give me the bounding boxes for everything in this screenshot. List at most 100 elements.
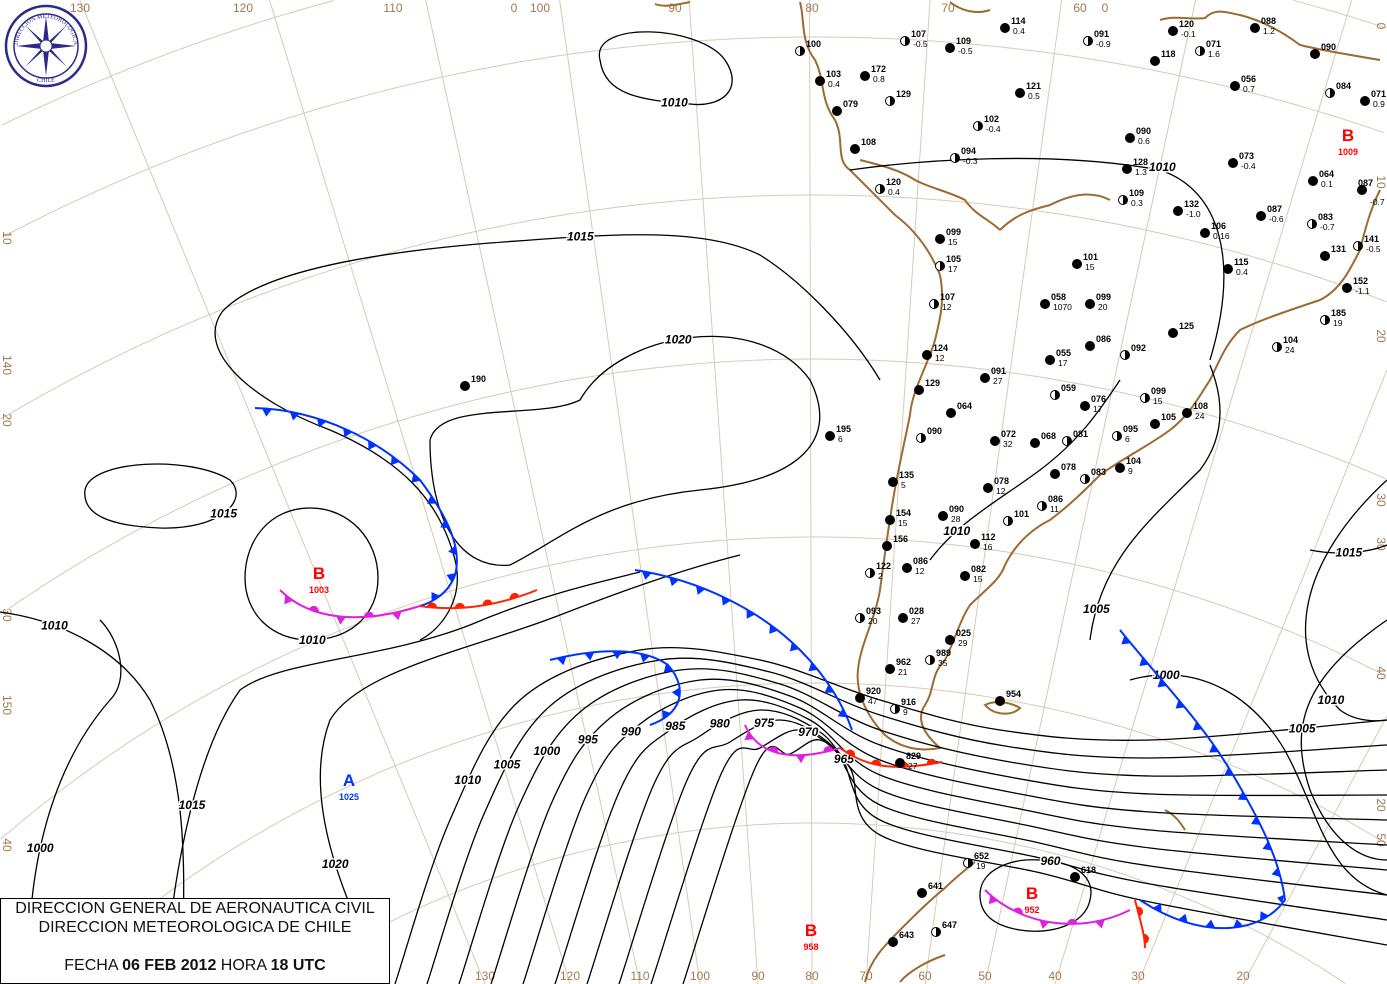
station-pressure: 086 <box>1048 494 1063 504</box>
isobar-label: 1010 <box>1318 693 1345 707</box>
isobar-label: 960 <box>1040 854 1060 868</box>
front-triangle <box>744 731 755 741</box>
station-plot: 092 <box>1120 343 1146 360</box>
isobar <box>1300 619 1387 861</box>
isobar <box>554 699 1387 984</box>
front-triangle <box>1152 903 1162 913</box>
front-triangle <box>391 611 402 621</box>
grid-label-bottom: 40 <box>1048 969 1062 983</box>
station-pressure: 124 <box>933 343 948 353</box>
station-cloud-cover-icon <box>825 431 835 441</box>
front-triangle <box>1251 815 1261 825</box>
front-triangle <box>1095 919 1105 929</box>
front-triangle <box>808 662 818 672</box>
title-box: DIRECCION GENERAL DE AERONAUTICA CIVIL D… <box>0 898 390 984</box>
station-tendency: -0.7 <box>1370 197 1385 207</box>
station-pressure: 190 <box>471 374 486 384</box>
station-pressure: 082 <box>971 564 986 574</box>
isobar <box>458 668 1387 984</box>
station-tendency: 29 <box>958 638 968 648</box>
station-tendency: 0.9 <box>1373 99 1385 109</box>
isobar-label: 1020 <box>322 857 349 871</box>
cold-front <box>254 407 458 607</box>
station-cloud-cover-icon <box>815 76 825 86</box>
station-pressure: 084 <box>1336 81 1351 91</box>
front-semicircle <box>871 759 882 766</box>
isobars: 1010101510201015101010101015102010001010… <box>0 31 1387 984</box>
station-tendency: -0.3 <box>963 156 978 166</box>
station-tendency: 0.6 <box>1138 136 1150 146</box>
station-tendency: -1.0 <box>1186 209 1201 219</box>
front-semicircle <box>926 758 937 765</box>
grid-label-right: 30 <box>1374 493 1387 507</box>
parallel-line <box>2 0 1386 126</box>
grid-label-right: 50 <box>1374 833 1387 847</box>
station-pressure: 131 <box>1331 244 1346 254</box>
front-triangle <box>336 616 347 625</box>
station-pressure: 091 <box>991 366 1006 376</box>
station-tendency: -0.4 <box>1241 161 1256 171</box>
station-cloud-cover-icon <box>983 483 993 493</box>
front-semicircle <box>768 746 779 754</box>
front-triangle <box>721 596 731 606</box>
station-pressure: 090 <box>1136 126 1151 136</box>
station-tendency: 5 <box>901 480 906 490</box>
station-tendency: 0.1 <box>1321 179 1333 189</box>
station-cloud-cover-icon <box>1085 299 1095 309</box>
logo-text-bottom: CHILE <box>37 78 55 84</box>
station-plot: 083-0.7 <box>1307 212 1335 232</box>
station-cloud-cover-icon <box>885 515 895 525</box>
station-cloud-cover-icon <box>1320 251 1330 261</box>
grid-label-right: 0 <box>1374 23 1387 30</box>
station-tendency: 1.2 <box>1263 26 1275 36</box>
front-triangle <box>1175 699 1185 709</box>
station-cloud-cover-icon <box>460 381 470 391</box>
station-plot: 079 <box>832 99 858 116</box>
front-triangle <box>695 585 706 595</box>
station-pressure: 118 <box>1161 49 1176 59</box>
front-semicircle <box>845 749 856 757</box>
station-cloud-cover-icon <box>1168 26 1178 36</box>
station-pressure: 101 <box>1083 252 1098 262</box>
front-triangle <box>368 440 377 451</box>
grid-label-right: 10 <box>1374 175 1387 189</box>
station-plot: 059 <box>1050 383 1076 400</box>
station-pressure: 079 <box>843 99 858 109</box>
station-plot: 105 <box>1150 412 1176 429</box>
station-plot: 064 <box>946 401 972 418</box>
front-triangle <box>1260 911 1269 921</box>
station-pressure: 172 <box>871 64 886 74</box>
station-cloud-cover-icon <box>945 635 955 645</box>
meridian-line <box>425 0 641 984</box>
station-tendency: 47 <box>868 696 878 706</box>
parallel-line <box>1 194 1387 420</box>
center-pressure-value: 952 <box>1024 905 1039 915</box>
grid-label-left: 40 <box>0 838 14 852</box>
isobar <box>1129 674 1387 896</box>
grid-label-top: 100 <box>530 1 550 15</box>
front-semicircle <box>823 746 834 753</box>
grid-label-right: 30 <box>1374 537 1387 551</box>
front-triangle <box>669 577 679 587</box>
station-tendency: 24 <box>1285 345 1295 355</box>
station-pressure: 086 <box>1096 334 1111 344</box>
isobar-label: 970 <box>798 725 818 739</box>
station-pressure: 068 <box>1041 431 1056 441</box>
station-pressure: 647 <box>942 920 957 930</box>
isobar-label: 1020 <box>665 332 692 346</box>
front-triangle <box>316 418 327 428</box>
station-tendency: 12 <box>915 566 925 576</box>
grid-label-right: 20 <box>1374 798 1387 812</box>
station-pressure: 920 <box>866 686 881 696</box>
parallel-line <box>58 682 1387 984</box>
station-cloud-cover-icon <box>995 696 1005 706</box>
cold-front <box>634 569 853 731</box>
